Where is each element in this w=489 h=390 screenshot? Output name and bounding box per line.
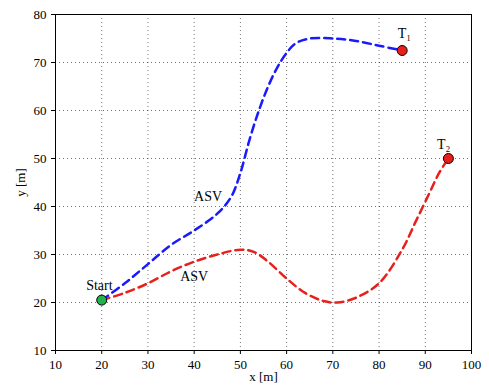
svg-text:80: 80 bbox=[373, 357, 386, 372]
svg-text:10: 10 bbox=[49, 357, 62, 372]
svg-text:90: 90 bbox=[419, 357, 432, 372]
svg-text:10: 10 bbox=[34, 343, 47, 358]
svg-text:Start: Start bbox=[86, 278, 113, 293]
svg-text:30: 30 bbox=[141, 357, 154, 372]
svg-text:40: 40 bbox=[188, 357, 201, 372]
svg-text:50: 50 bbox=[34, 151, 47, 166]
svg-text:50: 50 bbox=[234, 357, 247, 372]
svg-text:100: 100 bbox=[462, 357, 482, 372]
svg-text:T₁: T₁ bbox=[398, 26, 411, 41]
svg-text:20: 20 bbox=[95, 357, 108, 372]
svg-text:60: 60 bbox=[280, 357, 293, 372]
svg-text:20: 20 bbox=[34, 295, 47, 310]
svg-text:30: 30 bbox=[34, 247, 47, 262]
svg-text:ASV: ASV bbox=[180, 269, 208, 284]
svg-text:70: 70 bbox=[326, 357, 339, 372]
svg-text:60: 60 bbox=[34, 103, 47, 118]
svg-text:ASV: ASV bbox=[194, 189, 222, 204]
svg-text:T₂: T₂ bbox=[437, 137, 451, 152]
svg-text:x [m]: x [m] bbox=[249, 369, 278, 384]
svg-text:y [m]: y [m] bbox=[13, 168, 28, 197]
svg-text:40: 40 bbox=[34, 199, 47, 214]
svg-text:80: 80 bbox=[34, 7, 47, 22]
svg-text:70: 70 bbox=[34, 55, 47, 70]
